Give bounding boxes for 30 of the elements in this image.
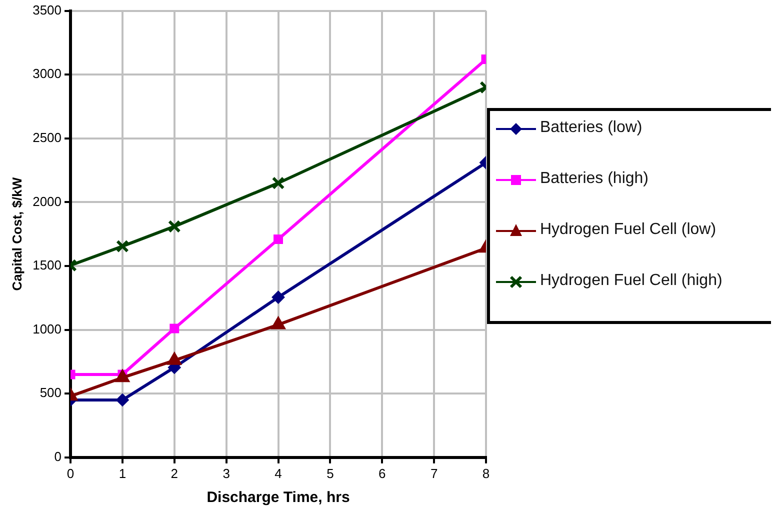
y-tick-label: 0 bbox=[54, 448, 62, 464]
point bbox=[272, 290, 285, 304]
legend-label: Batteries (low) bbox=[540, 118, 642, 138]
x-tick-label: 8 bbox=[482, 466, 490, 481]
point bbox=[274, 234, 284, 244]
y-tick-label: 1500 bbox=[32, 258, 62, 273]
x-axis-title: Discharge Time, hrs bbox=[206, 489, 350, 506]
y-tick-label: 2000 bbox=[32, 194, 62, 209]
x-tick-label: 3 bbox=[222, 466, 230, 481]
y-axis-title: Capital Cost, $/kW bbox=[9, 176, 24, 291]
x-tick-label: 6 bbox=[378, 466, 386, 481]
y-tick-label: 3500 bbox=[32, 2, 62, 18]
point bbox=[168, 220, 181, 233]
point bbox=[116, 240, 129, 253]
x-tick-label: 7 bbox=[430, 466, 438, 481]
y-tick-label: 2500 bbox=[32, 130, 62, 145]
y-tick-label: 1000 bbox=[32, 321, 62, 336]
x-tick-label: 2 bbox=[170, 466, 178, 481]
x-tick-label: 4 bbox=[274, 466, 282, 481]
legend-label: Batteries (high) bbox=[540, 169, 648, 189]
legend-label: Hydrogen Fuel Cell (low) bbox=[540, 220, 716, 240]
point bbox=[170, 324, 180, 334]
y-tick-label: 500 bbox=[40, 385, 62, 400]
x-tick-label: 0 bbox=[66, 466, 74, 481]
x-tick-label: 5 bbox=[326, 466, 334, 481]
legend-label: Hydrogen Fuel Cell (high) bbox=[540, 271, 722, 291]
y-tick-label: 3000 bbox=[32, 66, 62, 82]
point bbox=[116, 393, 129, 406]
point bbox=[272, 176, 285, 190]
x-tick-label: 1 bbox=[118, 466, 126, 481]
